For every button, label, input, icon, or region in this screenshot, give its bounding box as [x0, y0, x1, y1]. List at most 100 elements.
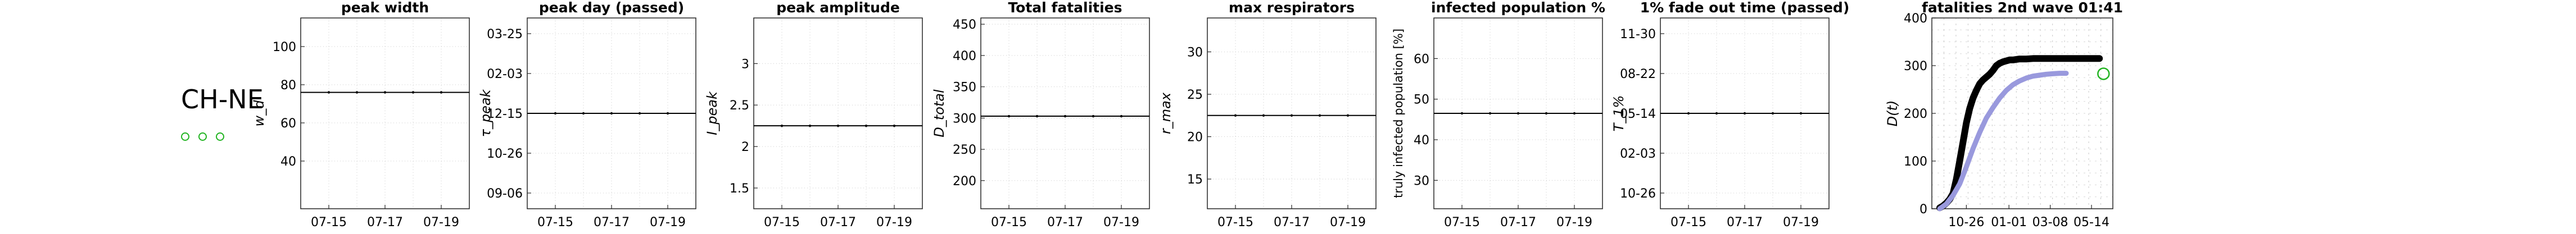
chart-title: 1% fade out time (passed): [1640, 0, 1850, 16]
data-point: [638, 112, 641, 115]
y-tick-label: 60: [280, 117, 296, 131]
data-point: [1687, 112, 1690, 115]
y-tick-label: 02-03: [1620, 147, 1656, 161]
y-tick-label: 2: [741, 140, 749, 154]
y-tick-label: 10-26: [1620, 187, 1656, 201]
y-tick-label: 100: [1904, 155, 1927, 169]
series-line: [1937, 71, 2069, 212]
data-point: [1460, 112, 1464, 115]
data-point: [1120, 114, 1123, 118]
y-tick-label: 30: [1414, 174, 1429, 188]
series-line: [1936, 55, 2103, 212]
x-tick-label: 07-15: [1670, 215, 1706, 230]
chart-panel: infected population % 30 40 50 60 07-15 07-17 0…: [1392, 0, 1605, 230]
y-tick-label: 350: [953, 81, 976, 95]
data-point: [1488, 112, 1492, 115]
data-point: [1092, 114, 1095, 118]
data-point: [610, 112, 613, 115]
x-tick-label: 01-01: [1991, 215, 2027, 230]
y-axis-label: w_d: [251, 100, 267, 127]
data-point: [1262, 114, 1265, 117]
data-point: [666, 112, 669, 115]
data-point: [582, 112, 585, 115]
y-tick-label: 05-14: [1620, 107, 1656, 121]
chart-panel: peak day (passed) 09-06 10-26 12-15 02-03 03-…: [478, 0, 696, 230]
y-tick-label: 300: [953, 112, 976, 126]
region-label: CH-NE: [181, 84, 264, 114]
chart-title: fatalities 2nd wave 01:41: [1922, 0, 2123, 16]
data-point: [893, 124, 896, 127]
y-tick-label: 30: [1187, 45, 1203, 59]
y-tick-label: 40: [280, 155, 296, 169]
y-tick-label: 11-30: [1620, 27, 1656, 42]
y-tick-label: 09-06: [487, 187, 523, 201]
x-tick-label: 07-15: [537, 215, 573, 230]
chart-panel: peak amplitude 1.5 2 2.5 3 07-15 07-17 07-19 I_p…: [704, 0, 923, 230]
y-tick-label: 0: [1919, 203, 1927, 217]
data-point: [1318, 114, 1321, 117]
y-tick-label: 03-25: [487, 27, 523, 42]
status-dot: [216, 132, 224, 141]
y-axis-label: r_max: [1158, 92, 1174, 134]
x-tick-label: 07-15: [1444, 215, 1480, 230]
y-tick-label: 200: [1904, 107, 1927, 121]
marker-point: [2097, 67, 2110, 80]
chart-title: peak day (passed): [539, 0, 684, 16]
data-point: [836, 124, 840, 127]
y-tick-label: 450: [953, 18, 976, 32]
data-point: [1771, 112, 1774, 115]
y-tick-label: 400: [1904, 12, 1927, 26]
y-tick-label: 200: [953, 175, 976, 189]
chart-panel: 1% fade out time (passed) 10-26 02-03 05-14…: [1611, 0, 1849, 230]
data-point: [1346, 114, 1350, 117]
x-tick-label: 07-15: [311, 215, 347, 230]
y-tick-label: 300: [1904, 59, 1927, 74]
data-point: [780, 124, 784, 127]
data-point: [1234, 114, 1237, 117]
data-point: [411, 91, 415, 94]
chart-title: Total fatalities: [1008, 0, 1122, 16]
data-point: [1063, 114, 1067, 118]
data-point: [554, 112, 557, 115]
y-tick-label: 15: [1187, 173, 1203, 187]
y-tick-label: 10-26: [487, 147, 523, 161]
x-tick-label: 07-19: [1330, 215, 1366, 230]
x-tick-label: 07-17: [367, 215, 403, 230]
chart-title: max respirators: [1229, 0, 1355, 16]
chart-title: infected population %: [1431, 0, 1605, 16]
x-tick-label: 07-15: [1217, 215, 1253, 230]
data-point: [383, 91, 387, 94]
y-axis-label: τ_peak: [478, 89, 494, 137]
status-dots: [181, 132, 233, 143]
chart-title: peak amplitude: [776, 0, 900, 16]
x-tick-label: 07-19: [1783, 215, 1819, 230]
y-tick-label: 02-03: [487, 67, 523, 81]
data-point: [1799, 112, 1803, 115]
chart-panel: peak width 40 60 80 100 07-15 07-17 07-19 w_d: [251, 0, 470, 230]
y-tick-label: 40: [1414, 134, 1429, 148]
x-tick-label: 07-15: [764, 215, 800, 230]
x-tick-label: 07-19: [1103, 215, 1139, 230]
x-tick-label: 07-17: [594, 215, 630, 230]
data-point: [1007, 114, 1011, 118]
x-tick-label: 07-17: [1500, 215, 1536, 230]
y-tick-label: 08-22: [1620, 67, 1656, 81]
data-point: [355, 91, 359, 94]
data-point: [1573, 112, 1576, 115]
x-tick-label: 07-19: [423, 215, 459, 230]
x-tick-label: 07-17: [820, 215, 856, 230]
y-axis-label: I_peak: [704, 91, 720, 135]
y-tick-label: 100: [273, 40, 296, 54]
chart-panel: Total fatalities 200 250 300 350 400 450 07-15 0…: [931, 0, 1150, 230]
data-point: [327, 91, 331, 94]
y-tick-label: 20: [1187, 131, 1203, 145]
x-tick-label: 07-15: [991, 215, 1027, 230]
status-dot: [198, 132, 207, 141]
data-point: [1516, 112, 1520, 115]
y-tick-label: 250: [953, 143, 976, 157]
data-point: [1715, 112, 1718, 115]
y-tick-label: 12-15: [487, 107, 523, 121]
x-tick-label: 07-19: [650, 215, 686, 230]
y-axis-label: truly infected population [%]: [1392, 29, 1405, 198]
